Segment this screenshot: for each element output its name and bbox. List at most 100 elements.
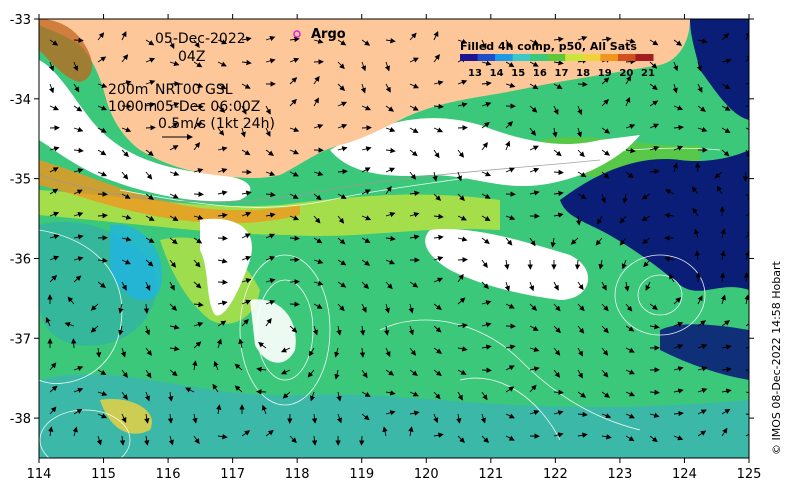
- current-arrow-icon: [385, 259, 396, 265]
- current-arrow-icon: [72, 426, 78, 437]
- current-arrow-icon: [745, 347, 749, 349]
- current-arrow-icon: [457, 273, 464, 283]
- current-arrow-icon: [265, 278, 276, 284]
- current-arrow-icon: [409, 127, 419, 133]
- current-arrow-icon: [504, 281, 510, 292]
- current-arrow-icon: [121, 391, 128, 401]
- current-arrow-icon: [457, 79, 468, 85]
- current-arrow-icon: [312, 325, 319, 336]
- current-arrow-icon: [601, 281, 607, 291]
- current-arrow-icon: [97, 56, 107, 63]
- current-arrow-icon: [601, 149, 611, 156]
- current-arrow-icon: [505, 435, 515, 441]
- current-arrow-icon: [553, 36, 564, 43]
- current-arrow-icon: [481, 322, 492, 328]
- current-arrow-icon: [256, 366, 267, 373]
- current-arrow-icon: [433, 413, 439, 424]
- legend-tick-label: 15: [511, 68, 525, 79]
- current-arrow-icon: [361, 259, 371, 266]
- current-arrow-icon: [601, 325, 609, 334]
- current-arrow-icon: [313, 123, 324, 130]
- current-arrow-icon: [696, 61, 702, 72]
- current-arrow-icon: [45, 316, 51, 327]
- current-arrow-icon: [265, 58, 276, 64]
- current-arrow-icon: [695, 162, 701, 173]
- current-arrow-icon: [145, 215, 155, 221]
- current-arrow-icon: [433, 432, 444, 438]
- current-arrow-icon: [169, 324, 180, 330]
- current-arrow-icon: [168, 435, 174, 446]
- current-arrow-icon: [385, 83, 391, 93]
- current-arrow-icon: [192, 413, 198, 424]
- current-arrow-icon: [359, 435, 365, 446]
- current-arrow-icon: [48, 61, 55, 72]
- current-arrow-icon: [552, 127, 558, 138]
- current-arrow-icon: [121, 149, 129, 158]
- current-arrow-icon: [625, 123, 636, 129]
- current-arrow-icon: [745, 105, 749, 107]
- current-arrow-icon: [265, 233, 276, 239]
- current-arrow-icon: [167, 413, 174, 424]
- credit-text: © IMOS 08-Dec-2022 14:58 Hobart: [770, 260, 783, 455]
- current-arrow-icon: [529, 303, 538, 311]
- current-arrow-icon: [529, 145, 539, 151]
- current-arrow-icon: [49, 39, 59, 46]
- current-arrow-icon: [384, 61, 391, 72]
- current-arrow-icon: [193, 168, 204, 174]
- current-arrow-icon: [457, 125, 468, 131]
- current-arrow-icon: [457, 236, 468, 242]
- y-tick-label: -33: [10, 13, 31, 28]
- current-arrow-icon: [505, 61, 515, 68]
- current-arrow-icon: [691, 186, 699, 195]
- current-arrow-icon: [745, 30, 749, 41]
- current-arrow-icon: [553, 105, 559, 115]
- current-arrow-icon: [649, 61, 658, 69]
- current-arrow-icon: [145, 237, 155, 243]
- current-arrow-icon: [193, 39, 200, 49]
- current-arrow-icon: [481, 60, 492, 66]
- current-arrow-icon: [361, 391, 371, 397]
- current-arrow-icon: [217, 127, 225, 136]
- y-tick-label: -35: [10, 173, 31, 188]
- current-arrow-icon: [382, 426, 388, 437]
- current-arrow-icon: [73, 126, 84, 133]
- current-arrow-icon: [71, 338, 77, 349]
- current-arrow-icon: [625, 96, 631, 107]
- current-arrow-icon: [456, 171, 463, 182]
- current-arrow-icon: [121, 171, 129, 180]
- current-arrow-icon: [216, 404, 222, 415]
- current-arrow-icon: [529, 366, 540, 372]
- contour-south: [379, 319, 641, 431]
- current-arrow-icon: [385, 147, 396, 154]
- current-arrow-icon: [313, 237, 323, 244]
- current-arrow-icon: [456, 413, 462, 424]
- current-arrow-icon: [601, 127, 611, 134]
- current-arrow-icon: [118, 325, 124, 336]
- current-arrow-icon: [408, 426, 414, 437]
- contour-shelf: [119, 147, 721, 208]
- current-arrow-icon: [553, 212, 564, 218]
- current-arrow-icon: [577, 81, 588, 87]
- current-arrow-icon: [577, 432, 588, 438]
- current-arrow-icon: [385, 167, 396, 173]
- current-arrow-icon: [49, 167, 59, 173]
- current-arrow-icon: [625, 58, 636, 65]
- current-arrow-icon: [49, 362, 57, 371]
- current-arrow-icon: [67, 296, 75, 305]
- current-arrow-icon: [529, 127, 536, 136]
- x-tick-label: 125: [737, 467, 762, 482]
- current-arrow-icon: [144, 413, 150, 424]
- current-arrow-icon: [625, 435, 635, 442]
- current-arrow-icon: [649, 389, 660, 396]
- current-arrow-icon: [697, 126, 708, 133]
- current-arrow-icon: [745, 413, 749, 415]
- current-arrow-icon: [97, 82, 108, 89]
- current-arrow-icon: [73, 408, 83, 415]
- current-arrow-icon: [721, 32, 730, 41]
- current-arrow-icon: [433, 193, 442, 201]
- current-arrow-icon: [193, 321, 204, 328]
- current-arrow-icon: [361, 146, 372, 152]
- current-arrow-icon: [529, 409, 540, 416]
- current-arrow-icon: [169, 39, 175, 50]
- current-arrow-icon: [265, 105, 271, 115]
